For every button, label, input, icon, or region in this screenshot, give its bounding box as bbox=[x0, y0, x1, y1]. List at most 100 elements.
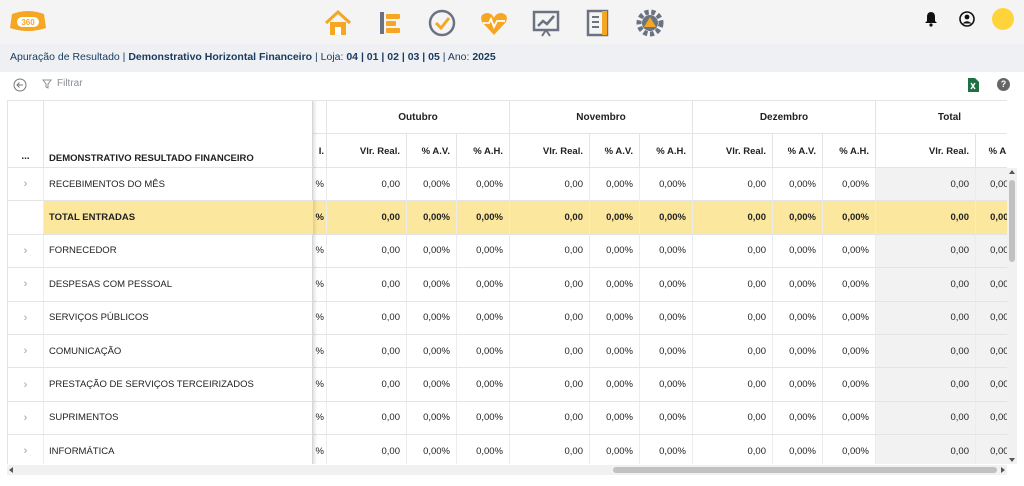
cell-av: 0,00% bbox=[773, 168, 823, 201]
logo-text: 360 bbox=[21, 18, 35, 27]
vertical-scrollbar[interactable] bbox=[1007, 168, 1017, 464]
cell-vlr: 0,00 bbox=[693, 401, 773, 435]
chevron-right-icon[interactable]: › bbox=[8, 168, 44, 201]
user-menu-button[interactable] bbox=[956, 8, 978, 30]
table-row[interactable]: › FORNECEDOR bbox=[8, 234, 313, 269]
group-header-total: Total bbox=[876, 101, 1007, 134]
cell-av: 0,00% bbox=[773, 234, 823, 268]
column-header-cut[interactable]: I. bbox=[313, 134, 327, 168]
help-button[interactable]: ? bbox=[997, 78, 1010, 91]
column-header-av[interactable]: % A.V. bbox=[773, 134, 823, 168]
cell-total-av: 0,00% bbox=[976, 368, 1007, 401]
cell-av: 0,00% bbox=[407, 435, 457, 464]
column-header-total-av[interactable]: % A.V. bbox=[976, 134, 1007, 168]
column-header-row: I. Vlr. Real. % A.V. % A.H. Vlr. Real. %… bbox=[313, 134, 1007, 168]
table-row[interactable]: › PRESTAÇÃO DE SERVIÇOS TERCEIRIZADOS bbox=[8, 368, 313, 402]
vertical-scroll-thumb[interactable] bbox=[1009, 180, 1015, 262]
chevron-right-icon[interactable]: › bbox=[8, 234, 44, 268]
nav-list[interactable] bbox=[364, 4, 416, 42]
chevron-right-icon[interactable]: › bbox=[8, 334, 44, 368]
logo[interactable]: 360 bbox=[8, 10, 48, 34]
column-header-vlr[interactable]: Vlr. Real. bbox=[693, 134, 773, 168]
table-row: % 0,00 0,00% 0,00% 0,00 0,00% 0,00% 0,00 0,00% 0,… bbox=[313, 401, 1007, 436]
table-row: % 0,00 0,00% 0,00% 0,00 0,00% 0,00% 0,00 0,00% 0,… bbox=[313, 234, 1007, 269]
nav-notebook[interactable] bbox=[572, 4, 624, 42]
chevron-right-icon[interactable]: › bbox=[8, 268, 44, 301]
cell-av: 0,00% bbox=[407, 334, 457, 368]
column-header-ah[interactable]: % A.H. bbox=[823, 134, 876, 168]
cell-av: 0,00% bbox=[773, 268, 823, 301]
breadcrumb-report: Demonstrativo Horizontal Financeiro bbox=[128, 51, 313, 63]
group-header-dezembro: Dezembro bbox=[693, 101, 876, 134]
nav-home[interactable] bbox=[312, 4, 364, 42]
column-header-av[interactable]: % A.V. bbox=[407, 134, 457, 168]
nav-settings[interactable] bbox=[624, 4, 676, 42]
chevron-right-icon[interactable]: › bbox=[8, 301, 44, 334]
cell-cut: % bbox=[313, 334, 327, 368]
filter-button[interactable]: Filtrar bbox=[42, 78, 83, 89]
table-row[interactable]: › SERVIÇOS PÚBLICOS bbox=[8, 301, 313, 335]
header-actions bbox=[920, 8, 1014, 30]
column-header-av[interactable]: % A.V. bbox=[590, 134, 640, 168]
row-label: PRESTAÇÃO DE SERVIÇOS TERCEIRIZADOS bbox=[49, 379, 254, 391]
cell-total-vlr: 0,00 bbox=[876, 201, 976, 234]
notifications-button[interactable] bbox=[920, 8, 942, 30]
table-row[interactable]: › INFORMÁTICA bbox=[8, 435, 313, 464]
column-header-vlr[interactable]: Vlr. Real. bbox=[510, 134, 590, 168]
column-header-ah[interactable]: % A.H. bbox=[457, 134, 510, 168]
cell-vlr: 0,00 bbox=[510, 435, 590, 464]
cell-total-vlr: 0,00 bbox=[876, 435, 976, 464]
column-header-vlr[interactable]: Vlr. Real. bbox=[327, 134, 407, 168]
cell-av: 0,00% bbox=[590, 234, 640, 268]
chevron-right-icon[interactable]: › bbox=[8, 368, 44, 401]
nav-chart[interactable] bbox=[520, 4, 572, 42]
cell-vlr: 0,00 bbox=[327, 201, 407, 234]
scroll-right-arrow[interactable] bbox=[1001, 467, 1005, 473]
table-row[interactable]: › COMUNICAÇÃO bbox=[8, 334, 313, 369]
cell-av: 0,00% bbox=[590, 168, 640, 201]
column-header-total-vlr[interactable]: Vlr. Real. bbox=[876, 134, 976, 168]
cell-vlr: 0,00 bbox=[510, 368, 590, 401]
notebook-icon bbox=[586, 9, 609, 37]
chart-icon bbox=[532, 10, 560, 37]
cell-vlr: 0,00 bbox=[510, 234, 590, 268]
heart-monitor-icon bbox=[481, 13, 507, 35]
cell-ah: 0,00% bbox=[457, 401, 510, 435]
table-row[interactable]: TOTAL ENTRADAS bbox=[8, 201, 313, 235]
scroll-up-arrow[interactable] bbox=[1009, 170, 1015, 174]
table-row[interactable]: › RECEBIMENTOS DO MÊS bbox=[8, 168, 313, 202]
back-arrow-icon[interactable] bbox=[13, 78, 27, 92]
cell-vlr: 0,00 bbox=[693, 334, 773, 368]
cell-av: 0,00% bbox=[773, 201, 823, 234]
excel-export-icon[interactable] bbox=[967, 78, 979, 92]
nav-health[interactable] bbox=[468, 4, 520, 42]
top-bar: 360 bbox=[0, 0, 1024, 44]
nav-check[interactable] bbox=[416, 4, 468, 42]
row-label: FORNECEDOR bbox=[49, 245, 117, 257]
data-rows: % 0,00 0,00% 0,00% 0,00 0,00% 0,00% 0,00 0,00% 0,… bbox=[313, 168, 1007, 464]
scroll-down-arrow[interactable] bbox=[1009, 458, 1015, 462]
table-row[interactable]: › DESPESAS COM PESSOAL bbox=[8, 268, 313, 302]
horizontal-scroll-thumb[interactable] bbox=[613, 467, 997, 473]
breadcrumb-sep: | Ano: bbox=[439, 51, 473, 63]
user-circle-icon bbox=[959, 11, 975, 27]
report-column-title: DEMONSTRATIVO RESULTADO FINANCEIRO bbox=[49, 153, 254, 164]
avatar[interactable] bbox=[992, 8, 1014, 30]
cell-total-av: 0,00% bbox=[976, 234, 1007, 268]
breadcrumb-sep: | Loja: bbox=[312, 51, 347, 63]
chevron-right-icon[interactable]: › bbox=[8, 435, 44, 464]
row-actions-header[interactable]: ... bbox=[8, 101, 44, 168]
column-header-ah[interactable]: % A.H. bbox=[640, 134, 693, 168]
cell-ah: 0,00% bbox=[640, 234, 693, 268]
funnel-icon bbox=[42, 79, 52, 89]
cell-ah: 0,00% bbox=[823, 401, 876, 435]
horizontal-scrollbar[interactable] bbox=[7, 465, 1007, 475]
cell-total-av: 0,00% bbox=[976, 268, 1007, 301]
table-row[interactable]: › SUPRIMENTOS bbox=[8, 401, 313, 436]
group-header-novembro: Novembro bbox=[510, 101, 693, 134]
cell-ah: 0,00% bbox=[640, 368, 693, 401]
grid-scroll-area[interactable]: Outubro Novembro Dezembro Total I. Vlr. … bbox=[313, 101, 1007, 464]
scroll-left-arrow[interactable] bbox=[9, 467, 13, 473]
cell-av: 0,00% bbox=[590, 401, 640, 435]
chevron-right-icon[interactable]: › bbox=[8, 401, 44, 435]
